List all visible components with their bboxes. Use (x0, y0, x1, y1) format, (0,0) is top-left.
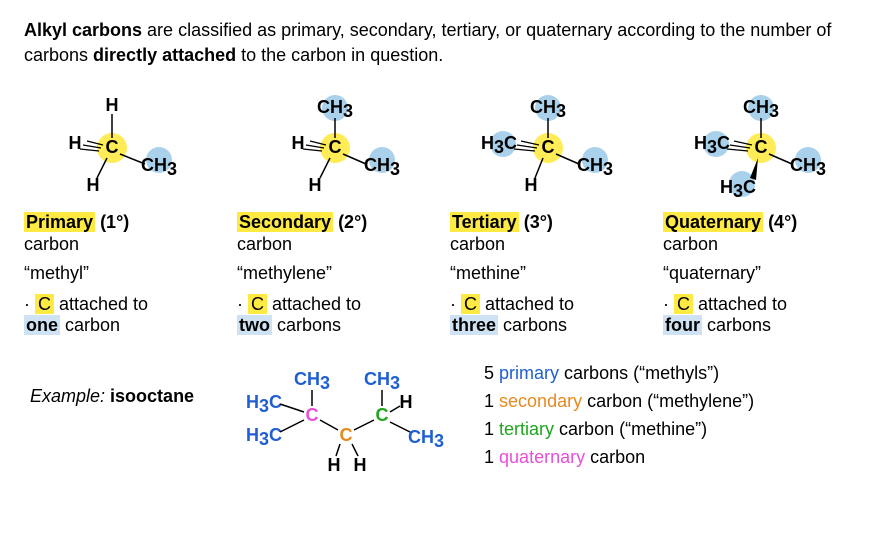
svg-text:CH3: CH3 (363, 155, 399, 179)
atom-center: C (105, 137, 118, 157)
heading: Alkyl carbons are classified as primary,… (24, 18, 858, 68)
col-secondary: C CH3 H H CH3 Secondary (2°) carbon “met… (237, 86, 432, 336)
svg-text:CH3: CH3 (789, 155, 825, 179)
svg-text:H: H (354, 455, 367, 475)
example-list: 5 primary carbons (“methyls”) 1 secondar… (484, 358, 858, 472)
count-primary: 5 primary carbons (“methyls”) (484, 360, 858, 388)
svg-text:CH3: CH3 (408, 427, 444, 451)
atom-h-up: H (105, 95, 118, 115)
svg-text:H: H (291, 133, 304, 153)
svg-text:H3C: H3C (719, 177, 755, 201)
subword-primary: carbon (24, 234, 79, 255)
classhead-primary: Primary (1°) (24, 212, 129, 233)
svg-text:CH3: CH3 (364, 369, 400, 393)
svg-text:CH3: CH3 (140, 155, 176, 179)
col-quaternary: C CH3 H3C H3C CH3 Quaternary (4°) carbon… (663, 86, 858, 336)
classhead-secondary: Secondary (2°) (237, 212, 367, 233)
mol-secondary: C CH3 H H CH3 (237, 86, 432, 206)
nick-primary: “methyl” (24, 263, 89, 284)
bullet-tertiary: · C attached to three carbons (450, 294, 574, 336)
svg-text:C: C (541, 137, 554, 157)
col-tertiary: C CH3 H3C H CH3 Tertiary (3°) carbon “me… (450, 86, 645, 336)
heading-bold-1: Alkyl carbons (24, 20, 142, 40)
atom-h-back: H (68, 133, 81, 153)
svg-text:H: H (400, 392, 413, 412)
count-quaternary: 1 quaternary carbon (484, 444, 858, 472)
svg-text:CH3: CH3 (294, 369, 330, 393)
col-primary: C H H H CH3 Primary (1°) carbon “methyl”… (24, 86, 219, 336)
svg-text:H3C: H3C (246, 392, 282, 416)
svg-text:H: H (328, 455, 341, 475)
classhead-quaternary: Quaternary (4°) (663, 212, 797, 233)
example-label: Example: isooctane (24, 358, 224, 407)
heading-suffix: to the carbon in question. (236, 45, 443, 65)
mol-quaternary: C CH3 H3C H3C CH3 (663, 86, 858, 206)
svg-text:C: C (328, 137, 341, 157)
bullet-secondary: · C attached to two carbons (237, 294, 361, 336)
classhead-tertiary: Tertiary (3°) (450, 212, 553, 233)
svg-text:H: H (524, 175, 537, 195)
bullet-primary: · C attached to one carbon (24, 294, 148, 336)
bullet-quaternary: · C attached to four carbons (663, 294, 787, 336)
atom-h-down: H (86, 175, 99, 195)
svg-text:C: C (306, 405, 319, 425)
count-tertiary: 1 tertiary carbon (“methine”) (484, 416, 858, 444)
mol-tertiary: C CH3 H3C H CH3 (450, 86, 645, 206)
svg-text:C: C (376, 405, 389, 425)
count-secondary: 1 secondary carbon (“methylene”) (484, 388, 858, 416)
svg-text:CH3: CH3 (576, 155, 612, 179)
svg-text:C: C (340, 425, 353, 445)
heading-bold-2: directly attached (93, 45, 236, 65)
svg-text:H: H (308, 175, 321, 195)
class-row: C H H H CH3 Primary (1°) carbon “methyl”… (24, 86, 858, 336)
example-row: Example: isooctane H3C H3C CH3 C C C CH3… (24, 358, 858, 493)
svg-text:C: C (754, 137, 767, 157)
example-molecule: H3C H3C CH3 C C C CH3 CH3 H H H (234, 358, 474, 493)
mol-primary: C H H H CH3 (24, 86, 219, 206)
svg-text:H3C: H3C (246, 425, 282, 449)
